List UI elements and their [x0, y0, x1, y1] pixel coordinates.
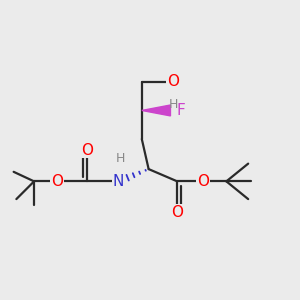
- Text: O: O: [197, 174, 209, 189]
- Text: F: F: [176, 103, 185, 118]
- Text: O: O: [81, 142, 93, 158]
- Polygon shape: [142, 105, 170, 116]
- Text: H: H: [115, 152, 125, 165]
- Text: N: N: [113, 174, 124, 189]
- Text: H: H: [169, 98, 178, 111]
- Text: O: O: [51, 174, 63, 189]
- Text: O: O: [171, 205, 183, 220]
- Text: O: O: [167, 74, 179, 89]
